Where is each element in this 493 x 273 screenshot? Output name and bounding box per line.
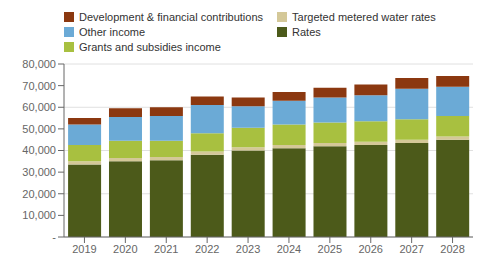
svg-text:10,000: 10,000 [22,209,56,221]
svg-text:2022: 2022 [195,243,219,255]
html-text:Other income: Other income [79,26,145,38]
svg-text:30,000: 30,000 [22,166,56,178]
svg-text:2019: 2019 [72,243,96,255]
svg-text:60,000: 60,000 [22,101,56,113]
svg-text:20,000: 20,000 [22,188,56,200]
svg-text:2023: 2023 [236,243,260,255]
svg-text:40,000: 40,000 [22,144,56,156]
html-text:Targeted metered water rates: Targeted metered water rates [292,11,436,23]
svg-text:50,000: 50,000 [22,123,56,135]
svg-text:-: - [52,231,56,243]
svg-text:2026: 2026 [359,243,383,255]
svg-text:2025: 2025 [318,243,342,255]
svg-text:2021: 2021 [154,243,178,255]
html-text:Grants and subsidies income: Grants and subsidies income [79,41,221,53]
svg-text:2027: 2027 [399,243,423,255]
svg-text:80,000: 80,000 [22,58,56,70]
svg-text:2024: 2024 [277,243,301,255]
svg-text:2028: 2028 [440,243,464,255]
svg-text:2020: 2020 [113,243,137,255]
svg-text:70,000: 70,000 [22,80,56,92]
html-text:Rates: Rates [292,26,321,38]
html-text:Development & financial contri: Development & financial contributions [79,11,263,23]
